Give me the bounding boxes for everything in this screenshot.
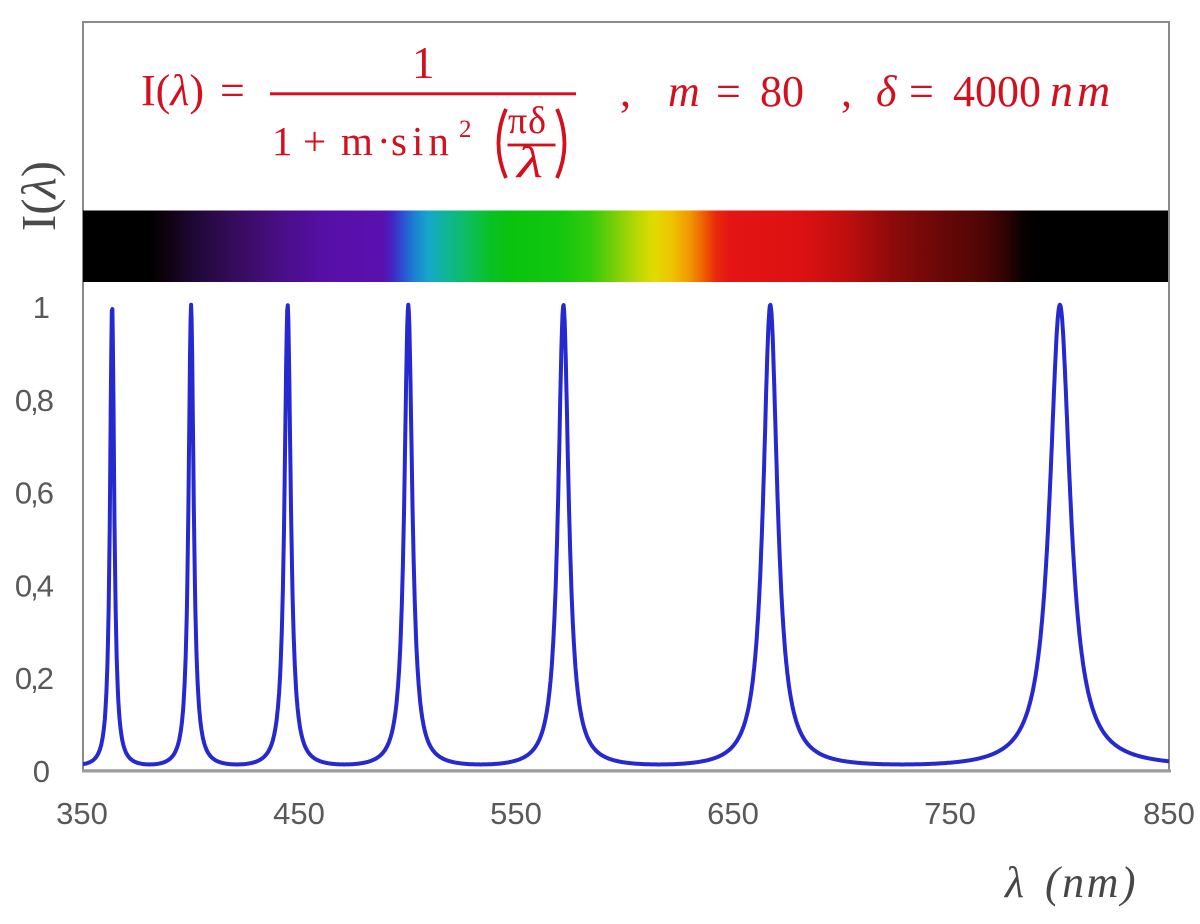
svg-text:,: , xyxy=(620,67,631,116)
svg-text:λ: λ xyxy=(514,138,543,187)
svg-text:m: m xyxy=(668,67,700,116)
svg-text:2: 2 xyxy=(459,116,472,143)
svg-text:I(λ): I(λ) xyxy=(11,161,66,231)
svg-text:4000: 4000 xyxy=(953,67,1041,116)
svg-text:0,4: 0,4 xyxy=(15,568,54,603)
svg-text:0,8: 0,8 xyxy=(15,383,53,418)
svg-text:m: m xyxy=(341,118,373,164)
svg-text:1: 1 xyxy=(272,118,293,164)
svg-text:80: 80 xyxy=(760,67,804,116)
svg-text:δ: δ xyxy=(876,67,898,116)
svg-text:650: 650 xyxy=(707,796,759,831)
svg-text:750: 750 xyxy=(924,796,976,831)
svg-text:λ: λ xyxy=(1003,858,1024,907)
svg-text:πδ: πδ xyxy=(508,100,547,142)
svg-text:I(λ): I(λ) xyxy=(141,66,204,115)
svg-text:1: 1 xyxy=(33,290,50,325)
svg-text:nm: nm xyxy=(1050,65,1114,116)
svg-text:=: = xyxy=(716,67,741,116)
svg-text:1: 1 xyxy=(412,38,435,88)
svg-text:550: 550 xyxy=(490,796,542,831)
svg-text:=: = xyxy=(220,66,245,115)
svg-text:·: · xyxy=(377,118,391,164)
svg-text:0,6: 0,6 xyxy=(15,476,53,511)
svg-text:450: 450 xyxy=(273,796,325,831)
svg-text:,: , xyxy=(841,67,852,116)
svg-text:sin: sin xyxy=(391,118,454,164)
svg-text:=: = xyxy=(909,67,934,116)
svg-text:(nm): (nm) xyxy=(1045,858,1138,907)
svg-text:850: 850 xyxy=(1143,796,1195,831)
svg-text:350: 350 xyxy=(56,796,108,831)
svg-text:0,2: 0,2 xyxy=(15,661,53,696)
svg-text:0: 0 xyxy=(33,754,50,789)
svg-text:+: + xyxy=(303,118,326,164)
